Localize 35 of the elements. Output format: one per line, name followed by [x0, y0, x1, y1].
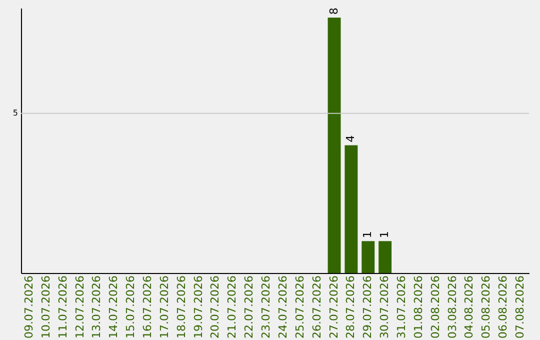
x-tick-label: 23.07.2026: [260, 276, 273, 338]
x-tick-label: 19.07.2026: [192, 276, 205, 338]
data-label: 1: [361, 231, 374, 238]
data-label: 4: [344, 135, 358, 142]
x-tick-label: 01.08.2026: [412, 276, 425, 338]
x-tick-label: 18.07.2026: [174, 276, 188, 338]
x-tick-label: 28.07.2026: [344, 276, 358, 338]
x-tick-label: 05.08.2026: [480, 276, 493, 338]
x-tick-label: 25.07.2026: [293, 276, 306, 338]
x-tick-label: 31.07.2026: [395, 276, 408, 338]
x-tick-label: 04.08.2026: [462, 276, 476, 338]
x-tick-label: 09.07.2026: [22, 276, 36, 338]
x-tick-label: 26.07.2026: [310, 276, 324, 338]
x-tick-label: 13.07.2026: [90, 276, 104, 338]
data-label: 8: [327, 8, 340, 15]
x-tick-label: 06.08.2026: [496, 276, 510, 338]
x-tick-label: 07.08.2026: [514, 276, 527, 338]
x-tick-label: 24.07.2026: [276, 276, 290, 338]
x-tick-label: 21.07.2026: [226, 276, 239, 338]
x-tick-label: 17.07.2026: [158, 276, 171, 338]
x-tick-label: 30.07.2026: [378, 276, 392, 338]
x-tick-label: 29.07.2026: [361, 276, 374, 338]
data-label: 1: [378, 231, 392, 238]
x-tick-label: 16.07.2026: [141, 276, 154, 338]
x-tick-label: 20.07.2026: [208, 276, 222, 338]
x-tick-label: 02.08.2026: [428, 276, 442, 338]
x-tick-label: 14.07.2026: [107, 276, 120, 338]
x-tick-label: 11.07.2026: [56, 276, 70, 338]
x-tick-label: 22.07.2026: [242, 276, 256, 338]
ref-line-label: 5: [12, 108, 18, 118]
x-tick-label: 27.07.2026: [327, 276, 340, 338]
x-tick-label: 10.07.2026: [39, 276, 52, 338]
x-tick-label: 12.07.2026: [73, 276, 86, 338]
x-tick-label: 15.07.2026: [124, 276, 138, 338]
x-tick-label: 03.08.2026: [446, 276, 459, 338]
